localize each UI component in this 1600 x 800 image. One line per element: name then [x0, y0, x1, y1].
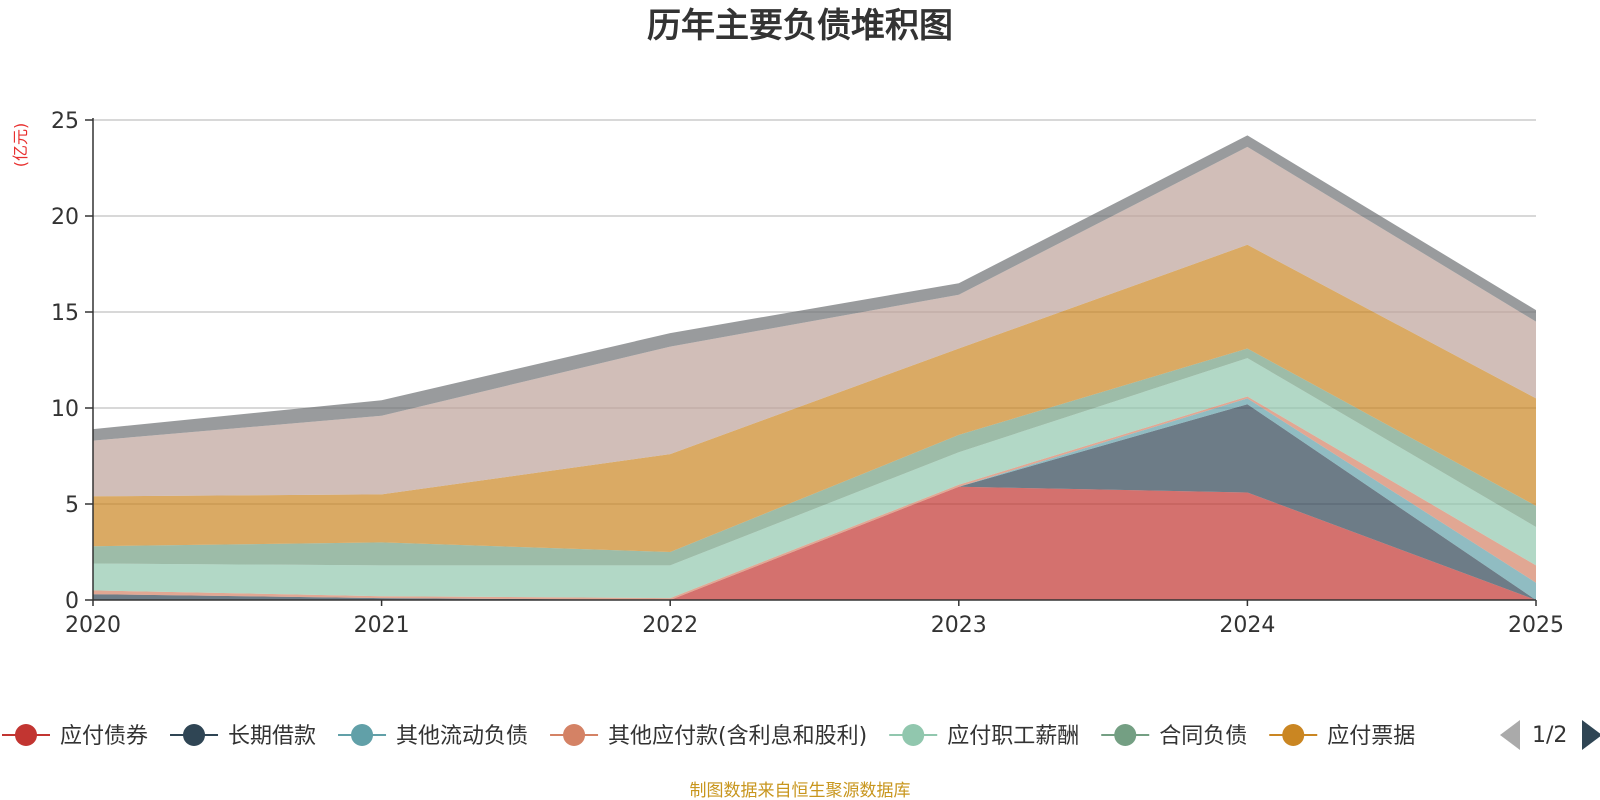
legend-label: 应付职工薪酬 [947, 724, 1079, 749]
legend-label: 其他流动负债 [396, 724, 528, 749]
legend-marker-icon [563, 724, 586, 746]
y-tick-label: 0 [65, 589, 79, 614]
data-source-note: 制图数据来自恒生聚源数据库 [690, 781, 911, 800]
area-series-6 [93, 244, 1536, 553]
legend-marker-icon [1114, 724, 1137, 746]
legend-item[interactable]: 应付债券 [2, 724, 148, 749]
x-tick-label: 2021 [354, 613, 410, 638]
legend-page-indicator: 1/2 [1532, 723, 1567, 748]
legend-label: 应付债券 [60, 724, 148, 749]
y-axis-unit: (亿元) [11, 123, 30, 168]
y-tick-label: 5 [65, 493, 79, 518]
legend-marker-icon [15, 724, 37, 746]
stacked-areas [93, 135, 1536, 600]
legend-next-icon[interactable] [1582, 720, 1600, 750]
y-tick-label: 20 [51, 205, 79, 230]
x-tick-label: 2022 [642, 613, 698, 638]
area-series-4 [93, 358, 1536, 599]
legend-marker-icon [351, 724, 374, 746]
legend-label: 长期借款 [228, 724, 316, 749]
x-tick-label: 2025 [1508, 613, 1564, 638]
legend-item[interactable]: 其他应付款(含利息和股利) [550, 724, 867, 749]
legend-label: 其他应付款(含利息和股利) [608, 724, 867, 749]
legend-item[interactable]: 长期借款 [170, 724, 316, 749]
legend-item[interactable]: 应付职工薪酬 [889, 724, 1079, 749]
area-series-0 [93, 486, 1536, 600]
legend-marker-icon [183, 724, 206, 746]
area-series-7 [93, 146, 1536, 497]
legend-pager: 1/2 [1500, 720, 1600, 750]
x-tick-label: 2023 [931, 613, 987, 638]
legend-item[interactable]: 其他流动负债 [338, 724, 528, 749]
x-tick-label: 2024 [1219, 613, 1275, 638]
legend-item[interactable]: 合同负债 [1101, 724, 1247, 749]
x-tick-label: 2020 [65, 613, 121, 638]
legend-marker-icon [902, 724, 925, 746]
y-tick-label: 15 [51, 301, 79, 326]
legend[interactable]: 应付债券 长期借款 其他流动负债 其他应付款(含利息和股利) 应付职工薪酬 合同负债 应付票… [2, 724, 1415, 749]
area-series-1 [93, 404, 1536, 600]
legend-marker-icon [1282, 724, 1305, 746]
legend-label: 应付票据 [1327, 724, 1415, 749]
legend-item[interactable]: 应付票据 [1269, 724, 1415, 749]
legend-label: 合同负债 [1159, 724, 1247, 749]
y-tick-label: 25 [51, 109, 79, 134]
legend-items: 应付债券 长期借款 其他流动负债 其他应付款(含利息和股利) 应付职工薪酬 合同负债 应付票… [2, 724, 1415, 749]
chart-title: 历年主要负债堆积图 [647, 6, 953, 46]
legend-prev-icon[interactable] [1500, 720, 1520, 750]
y-tick-label: 10 [51, 397, 79, 422]
